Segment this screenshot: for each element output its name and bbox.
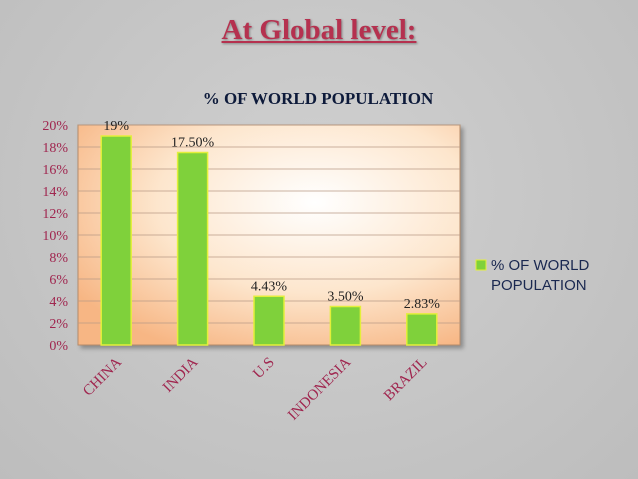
chart-title: % OF WORLD POPULATION	[203, 89, 434, 108]
bar-india	[178, 153, 208, 346]
bar-china	[101, 136, 131, 345]
bar-indonesia	[330, 307, 360, 346]
x-tick-label: U.S	[250, 355, 278, 383]
data-label: 19%	[103, 119, 129, 134]
y-axis: 0% 2% 4% 6% 8% 10% 12% 14% 16% 18% 20%	[42, 119, 68, 354]
data-label: 17.50%	[171, 136, 215, 151]
y-tick-label: 6%	[49, 273, 68, 288]
legend-label: % OF WORLD	[491, 257, 590, 274]
bar-us	[254, 296, 284, 345]
y-tick-label: 14%	[42, 185, 68, 200]
data-label: 2.83%	[404, 297, 441, 312]
y-tick-label: 2%	[49, 317, 68, 332]
y-tick-label: 8%	[49, 251, 68, 266]
legend: % OF WORLD POPULATION	[476, 257, 590, 294]
bar-brazil	[407, 314, 437, 345]
y-tick-label: 18%	[42, 141, 68, 156]
x-axis: CHINA INDIA U.S INDONESIA BRAZIL	[80, 354, 431, 423]
data-label: 4.43%	[251, 279, 288, 294]
x-tick-label: INDONESIA	[285, 354, 354, 423]
data-label: 3.50%	[327, 290, 364, 305]
y-tick-label: 4%	[49, 295, 68, 310]
y-tick-label: 16%	[42, 163, 68, 178]
x-tick-label: INDIA	[160, 354, 201, 395]
legend-swatch	[476, 260, 486, 270]
y-tick-label: 10%	[42, 229, 68, 244]
x-tick-label: BRAZIL	[381, 355, 431, 405]
y-tick-label: 20%	[42, 119, 68, 134]
legend-label: POPULATION	[491, 277, 587, 294]
y-tick-label: 12%	[42, 207, 68, 222]
y-tick-label: 0%	[49, 339, 68, 354]
x-tick-label: CHINA	[80, 354, 125, 399]
